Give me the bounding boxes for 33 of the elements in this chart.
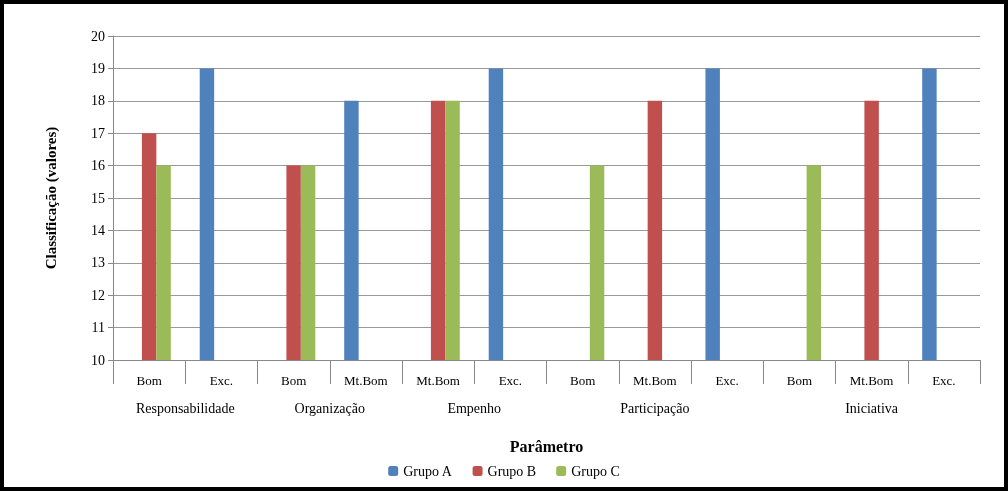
y-tick-label: 17 <box>91 125 105 141</box>
text: Empenho <box>447 400 502 416</box>
x-tick-label: Mt.Bom <box>416 373 460 388</box>
x-tick-label: Bom <box>786 373 813 388</box>
x-tick-label: Bom <box>569 373 596 388</box>
y-tick-label: 15 <box>91 190 105 206</box>
x-tick-label: Exc. <box>715 373 739 388</box>
x-tick-label: Mt.Bom <box>633 373 677 388</box>
x-tick-label: Exc. <box>932 373 956 388</box>
y-tick-label: 12 <box>91 287 105 303</box>
text: Iniciativa <box>845 400 899 416</box>
y-axis-title: Classificação (valores) <box>42 126 60 270</box>
legend-label: Grupo C <box>571 463 620 479</box>
x-tick-label: Exc. <box>498 373 523 388</box>
legend-label: Grupo B <box>487 463 537 479</box>
y-tick-label: 19 <box>91 60 105 76</box>
y-tick-label: 11 <box>91 320 105 336</box>
x-tick-label: Mt.Bom <box>344 373 388 388</box>
y-tick-label: 16 <box>91 158 105 174</box>
text: Organização <box>294 400 365 416</box>
y-tick-label: 13 <box>91 255 105 271</box>
x-tick-label: Bom <box>280 373 307 388</box>
y-tick-label: 18 <box>91 93 105 109</box>
x-tick-label: Exc. <box>209 373 234 388</box>
legend-label: Grupo A <box>403 463 453 479</box>
y-tick-label: 20 <box>91 28 105 44</box>
x-tick-label: Mt.Bom <box>849 373 894 388</box>
x-axis-title: Parâmetro <box>509 437 584 455</box>
text: Responsabilidade <box>135 400 235 416</box>
text: Participação <box>620 400 690 416</box>
y-tick-label: 14 <box>91 222 105 238</box>
x-tick-label: Bom <box>136 373 162 388</box>
y-tick-label: 10 <box>91 352 105 368</box>
